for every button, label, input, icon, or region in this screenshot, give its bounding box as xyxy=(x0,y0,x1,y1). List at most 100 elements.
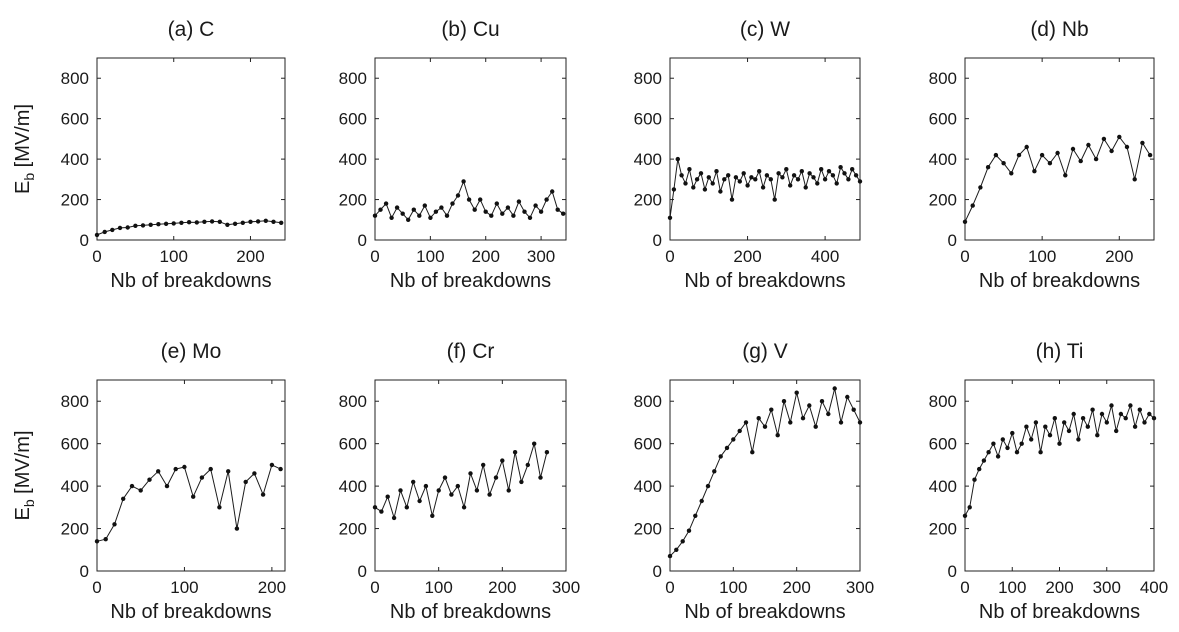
data-point xyxy=(743,420,749,425)
data-point xyxy=(255,219,261,224)
data-point xyxy=(1019,441,1024,446)
data-point xyxy=(1024,424,1029,429)
data-point xyxy=(1099,411,1105,417)
x-axis-label: Nb of breakdowns xyxy=(390,270,551,292)
data-point xyxy=(800,416,806,421)
data-point xyxy=(243,479,248,485)
data-point xyxy=(972,477,977,482)
x-tick-label: 300 xyxy=(846,578,874,597)
data-point xyxy=(500,458,505,463)
x-tick-label: 0 xyxy=(370,578,379,597)
data-point xyxy=(156,469,161,474)
data-point xyxy=(129,483,135,489)
data-point xyxy=(391,515,397,521)
data-point xyxy=(1047,161,1053,166)
data-point xyxy=(400,211,405,216)
data-point xyxy=(702,187,708,192)
data-point xyxy=(1062,420,1067,425)
data-point xyxy=(140,223,146,228)
series-line xyxy=(374,443,548,519)
data-point xyxy=(439,205,444,210)
data-point xyxy=(417,213,422,218)
x-tick-label: 200 xyxy=(1045,578,1073,597)
data-point xyxy=(164,483,170,489)
panel-title: (b) Cu xyxy=(441,18,499,41)
y-tick-label: 800 xyxy=(929,392,957,411)
x-tick-label: 0 xyxy=(960,578,969,597)
data-point xyxy=(505,205,511,210)
data-point xyxy=(795,177,801,182)
data-point xyxy=(383,201,389,206)
series-line xyxy=(964,405,1155,517)
data-point xyxy=(1057,441,1062,446)
data-point xyxy=(760,185,766,190)
data-point xyxy=(687,167,692,172)
y-tick-label: 0 xyxy=(653,231,662,250)
data-point xyxy=(94,232,100,238)
data-point xyxy=(694,177,700,182)
data-point xyxy=(803,185,808,190)
data-point xyxy=(1085,424,1091,429)
data-point xyxy=(857,179,863,184)
data-point xyxy=(472,207,477,212)
data-point xyxy=(749,175,754,180)
data-point xyxy=(506,488,511,493)
data-point xyxy=(1014,450,1020,455)
x-tick-label: 200 xyxy=(258,578,286,597)
data-point xyxy=(494,201,499,206)
data-point xyxy=(1137,407,1143,412)
data-point xyxy=(813,424,818,429)
x-tick-label: 300 xyxy=(527,247,555,266)
data-point xyxy=(832,386,837,391)
series-line xyxy=(96,464,281,542)
chart-panel-2: (c) W 0 200 400 600 800 0 200 400 Nb of breakdown… xyxy=(634,18,863,292)
x-tick-label: 300 xyxy=(1093,578,1121,597)
data-point xyxy=(1000,437,1005,442)
y-axis-label: Eb [MV/m] xyxy=(12,104,37,194)
data-point xyxy=(378,207,383,212)
x-tick-label: 200 xyxy=(488,578,516,597)
x-axis-label: Nb of breakdowns xyxy=(110,270,271,292)
y-tick-label: 800 xyxy=(929,69,957,88)
data-point xyxy=(811,175,816,180)
y-tick-label: 600 xyxy=(339,435,367,454)
y-tick-label: 400 xyxy=(61,150,89,169)
y-tick-label: 200 xyxy=(634,520,662,539)
x-tick-label: 200 xyxy=(733,247,761,266)
data-point xyxy=(450,201,455,206)
data-point xyxy=(970,203,975,208)
series-line xyxy=(669,388,861,557)
data-point xyxy=(455,193,461,198)
data-point xyxy=(455,483,460,489)
data-point xyxy=(750,450,755,455)
data-point xyxy=(102,229,107,235)
data-point xyxy=(385,494,390,499)
data-point xyxy=(1024,144,1029,150)
data-point xyxy=(1124,144,1130,150)
data-point xyxy=(468,471,473,476)
data-point xyxy=(171,221,176,226)
data-point xyxy=(372,213,378,218)
data-point xyxy=(775,433,780,438)
x-axis-label: Nb of breakdowns xyxy=(390,601,551,623)
data-point xyxy=(981,458,987,463)
data-point xyxy=(173,466,178,472)
data-point xyxy=(718,189,723,194)
x-tick-label: 0 xyxy=(92,247,101,266)
data-point xyxy=(125,225,130,230)
data-point xyxy=(544,450,550,455)
data-point xyxy=(489,213,494,218)
data-point xyxy=(493,475,499,480)
data-point xyxy=(430,513,435,518)
data-point xyxy=(822,177,828,182)
panel-title: (e) Mo xyxy=(161,340,222,363)
x-tick-label: 0 xyxy=(370,247,379,266)
y-tick-label: 200 xyxy=(61,191,89,210)
data-point xyxy=(768,177,773,182)
data-point xyxy=(182,464,187,470)
data-point xyxy=(1104,420,1110,425)
data-point xyxy=(121,496,126,501)
data-point xyxy=(110,227,115,233)
